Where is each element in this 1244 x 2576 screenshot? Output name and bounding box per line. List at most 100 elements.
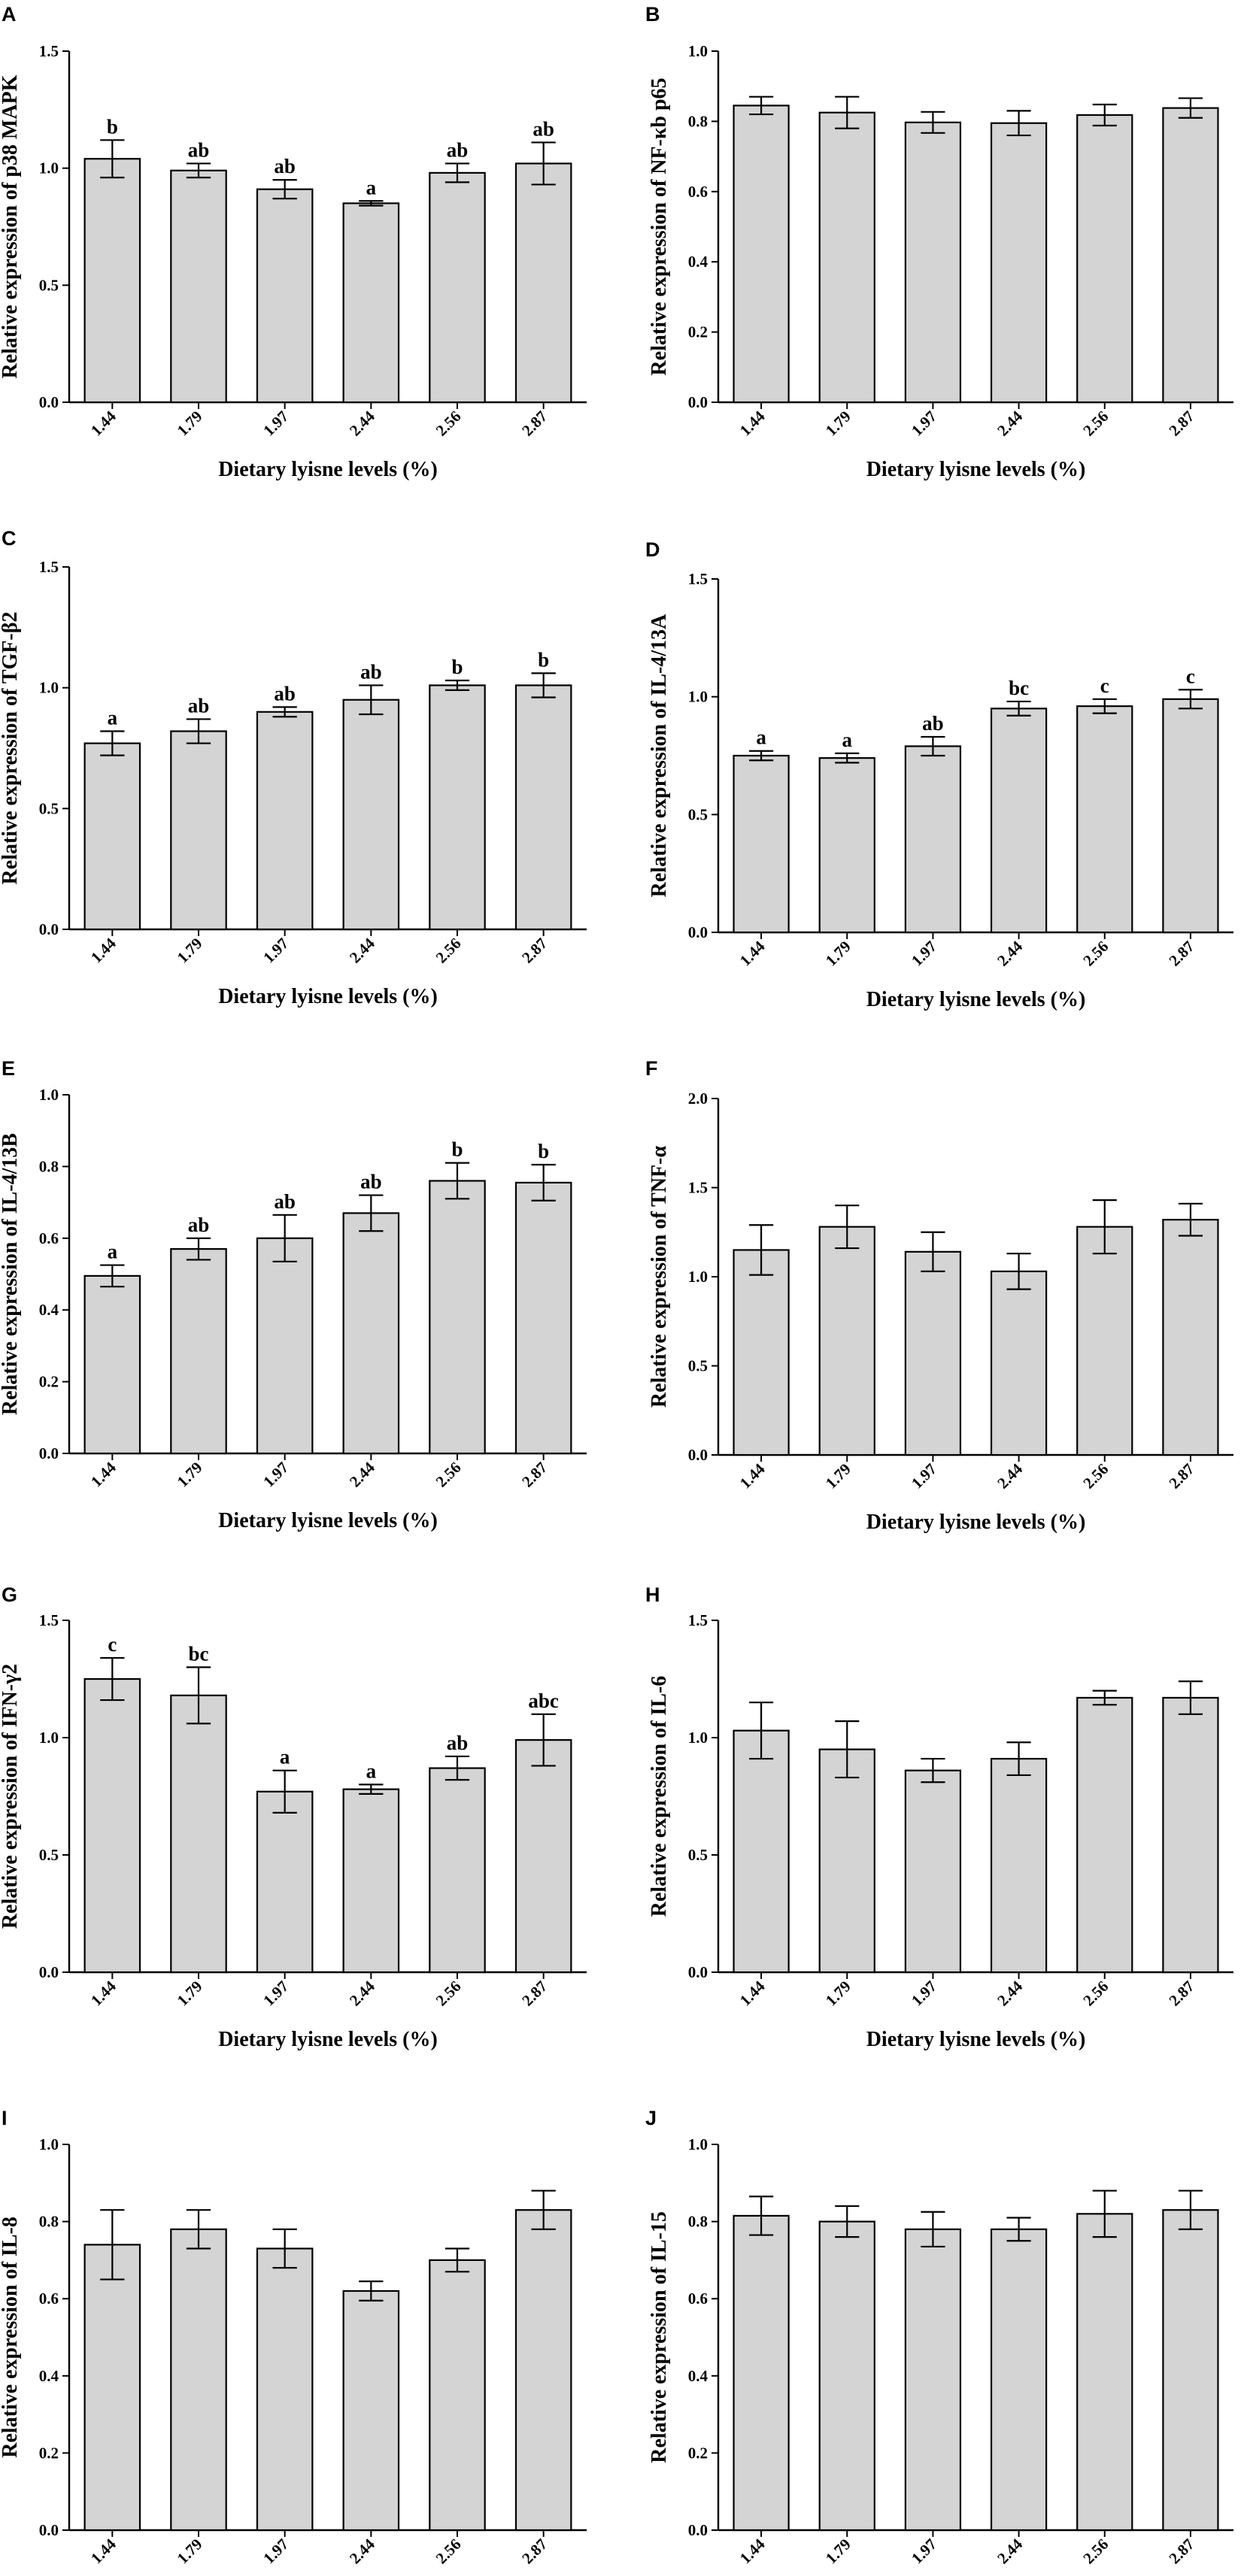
significance-label: ab [274, 155, 296, 177]
significance-label: a [280, 1746, 290, 1768]
y-tick-label: 1.5 [39, 42, 59, 60]
x-axis-title: Dietary lyisne levels (%) [218, 1509, 438, 1532]
y-tick-label: 0.0 [39, 1444, 59, 1462]
bar [429, 2259, 486, 2532]
bar [342, 699, 400, 931]
y-axis-title: Relative expression of TNF-α [648, 1146, 671, 1408]
y-axis-title: Relative expression of TGF-β2 [0, 612, 22, 885]
bar [1076, 705, 1133, 934]
significance-label: ab [188, 138, 210, 161]
bar [342, 1212, 400, 1455]
x-tick-label: 1.79 [822, 2535, 854, 2568]
x-axis-title: Dietary lyisne levels (%) [866, 2028, 1086, 2051]
bar [342, 1788, 400, 1974]
x-tick-label: 1.44 [87, 1458, 120, 1490]
significance-label: c [1100, 674, 1109, 697]
y-tick-label: 0.6 [39, 1229, 59, 1247]
bar [429, 171, 486, 404]
y-axis-title: Relative expression of IL-8 [0, 2217, 22, 2458]
x-tick-label: 2.56 [1079, 1977, 1112, 2010]
significance-label: a [108, 707, 118, 729]
bar [904, 1769, 962, 1974]
bar [83, 2244, 141, 2532]
x-tick-label: 1.97 [259, 2535, 292, 2568]
bar [904, 1250, 962, 1456]
bar [904, 745, 962, 934]
panel-i: I 0.0 0.2 0.4 0.6 0.8 1.0 1.44 1.79 1.97 2.44 2.56 2… [0, 2107, 587, 2568]
significance-label: bc [189, 1642, 209, 1665]
panel-letter: A [2, 3, 17, 26]
x-tick-label: 2.44 [346, 2535, 378, 2567]
bar [990, 122, 1048, 404]
y-tick-label: 0.0 [39, 920, 59, 938]
significance-label: ab [360, 660, 382, 683]
y-tick-label: 1.5 [39, 1611, 59, 1629]
x-tick-label: 2.87 [1165, 1460, 1197, 1493]
bar [1076, 1696, 1133, 1974]
x-tick-label: 2.87 [1165, 2535, 1197, 2568]
y-tick-label: 0.8 [39, 2213, 59, 2231]
y-tick-label: 0.5 [39, 1846, 59, 1864]
y-tick-label: 0.0 [39, 393, 59, 411]
x-tick-label: 1.79 [822, 408, 854, 440]
x-tick-label: 1.44 [736, 937, 769, 969]
bar [1162, 1219, 1219, 1456]
bar [1162, 1696, 1219, 1974]
bar [170, 1694, 227, 1974]
x-tick-label: 2.87 [518, 408, 551, 440]
y-axis-title: Relative expression of IL-15 [648, 2211, 671, 2463]
bar [342, 202, 400, 404]
bar [818, 111, 875, 404]
x-tick-label: 1.44 [87, 934, 120, 966]
y-tick-label: 1.0 [39, 1729, 59, 1747]
significance-label: a [366, 176, 377, 199]
x-tick-label: 1.79 [174, 2535, 206, 2568]
x-axis-title: Dietary lyisne levels (%) [218, 985, 438, 1008]
y-tick-label: 0.0 [39, 1963, 59, 1981]
y-tick-label: 0.2 [39, 1373, 59, 1391]
y-tick-label: 0.2 [39, 2444, 59, 2462]
y-tick-label: 0.0 [688, 923, 708, 941]
y-tick-label: 1.0 [39, 679, 59, 697]
x-tick-label: 1.79 [174, 935, 206, 967]
panel-letter: F [645, 1057, 658, 1080]
y-tick-label: 0.0 [39, 2521, 59, 2539]
y-tick-label: 1.5 [688, 570, 708, 588]
panel-c: C 0.0 0.5 1.0 1.5 a 1.44 ab 1.79 ab 1.97 ab 2.44 b 2.5… [0, 527, 587, 1008]
bar [990, 1270, 1048, 1456]
bar [1162, 2209, 1219, 2532]
x-tick-label: 2.44 [994, 937, 1026, 969]
y-tick-label: 0.0 [688, 393, 708, 411]
significance-label: ab [447, 138, 469, 161]
x-tick-label: 2.87 [518, 1977, 551, 2010]
bar [818, 1748, 875, 1974]
bar [83, 158, 141, 404]
x-tick-label: 1.97 [259, 935, 292, 967]
y-tick-label: 1.0 [688, 1268, 708, 1286]
x-axis-title: Dietary lyisne levels (%) [866, 1511, 1086, 1534]
x-tick-label: 2.44 [994, 1977, 1026, 2009]
panel-letter: C [2, 527, 17, 550]
x-tick-label: 1.44 [87, 1977, 120, 2009]
y-axis-title: Relative expression of NF-κb p65 [648, 77, 671, 375]
y-tick-label: 1.0 [688, 42, 708, 60]
x-tick-label: 1.44 [736, 1977, 769, 2009]
x-tick-label: 1.97 [908, 1977, 940, 2010]
x-axis-title: Dietary lyisne levels (%) [866, 988, 1086, 1011]
y-tick-label: 0.4 [688, 2367, 708, 2385]
panel-h: H 0.0 0.5 1.0 1.5 1.44 1.79 1.97 2.44 2.56 2.87 Die… [645, 1583, 1233, 2051]
bar [1162, 107, 1219, 404]
significance-label: bc [1009, 677, 1029, 699]
significance-label: ab [188, 1214, 210, 1236]
bar [514, 2209, 572, 2532]
y-tick-label: 1.0 [688, 688, 708, 706]
x-tick-label: 2.44 [994, 1459, 1026, 1492]
y-tick-label: 0.2 [688, 2444, 708, 2462]
y-tick-label: 0.5 [39, 276, 59, 294]
y-tick-label: 0.4 [688, 253, 708, 271]
bar [733, 2214, 790, 2532]
x-tick-label: 1.97 [259, 1977, 292, 2010]
bar [1162, 698, 1219, 934]
x-tick-label: 2.44 [994, 2535, 1026, 2567]
